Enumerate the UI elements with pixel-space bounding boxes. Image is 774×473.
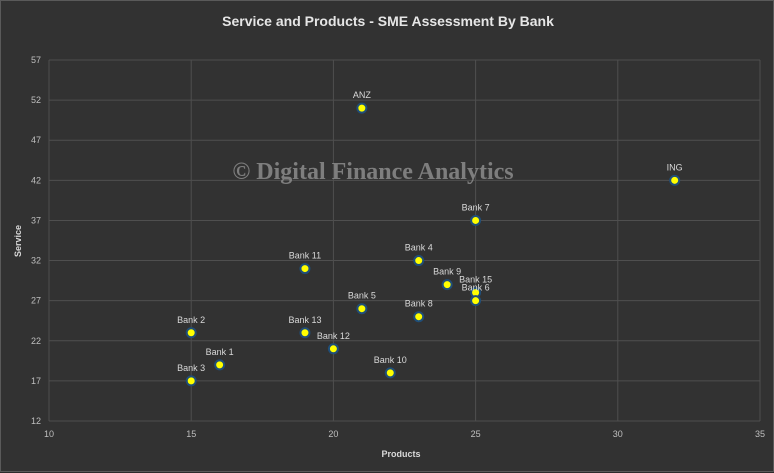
point-label: Bank 4 [405,243,433,253]
y-tick-label: 22 [31,336,41,346]
point-marker [185,375,197,387]
point-marker [214,359,226,371]
point-label: Bank 3 [177,363,205,373]
x-tick-label: 15 [186,429,196,439]
point-marker [470,295,482,307]
data-point: Bank 9 [433,267,461,291]
point-label: Bank 5 [348,291,376,301]
data-point: Bank 13 [288,315,321,339]
y-tick-label: 27 [31,296,41,306]
data-point: Bank 1 [206,347,234,371]
point-label: Bank 11 [289,251,321,261]
y-tick-label: 42 [31,175,41,185]
point-marker [413,311,425,323]
data-point: Bank 8 [405,299,433,323]
data-point: Bank 11 [289,251,321,275]
point-marker [327,343,339,355]
grid-lines [48,59,761,422]
point-label: ANZ [353,90,372,100]
point-marker [470,214,482,226]
data-point: Bank 5 [348,291,376,315]
y-tick-label: 57 [31,55,41,65]
point-label: Bank 7 [462,202,490,212]
data-point: Bank 10 [374,355,407,379]
data-point: Bank 4 [405,243,433,267]
point-marker [185,327,197,339]
point-label: ING [667,162,683,172]
y-tick-label: 12 [31,416,41,426]
point-label: Bank 10 [374,355,407,365]
point-label: Bank 8 [405,299,433,309]
x-tick-label: 30 [613,429,623,439]
x-tick-label: 35 [755,429,765,439]
y-axis-ticks: 12 17 22 27 32 37 42 47 52 57 [31,55,41,426]
data-point: Bank 6 [462,283,490,307]
point-label: Bank 12 [317,331,350,341]
point-marker [356,102,368,114]
point-label: Bank 9 [433,267,461,277]
x-tick-label: 10 [44,429,54,439]
point-label: Bank 1 [206,347,234,357]
x-axis-label: Products [381,449,420,459]
data-point: Bank 7 [462,202,490,226]
point-label: Bank 15 [459,275,492,285]
point-label: Bank 6 [462,283,490,293]
point-marker [669,174,681,186]
point-marker [413,255,425,267]
y-tick-label: 37 [31,215,41,225]
data-point: Bank 2 [177,315,205,339]
point-marker [299,327,311,339]
point-marker [441,279,453,291]
watermark-text: © Digital Finance Analytics [232,159,513,185]
point-marker [299,263,311,275]
data-point: Bank 3 [177,363,205,387]
y-tick-label: 52 [31,95,41,105]
x-tick-label: 20 [328,429,338,439]
point-label: Bank 2 [177,315,205,325]
y-axis-label: Service [13,225,23,257]
x-axis-ticks: 10 15 20 25 30 35 [44,429,765,439]
y-tick-label: 17 [31,376,41,386]
x-tick-label: 25 [471,429,481,439]
y-tick-label: 47 [31,135,41,145]
data-point: ANZ [353,90,372,114]
y-tick-label: 32 [31,256,41,266]
data-point: ING [667,162,683,186]
data-point: Bank 12 [317,331,350,355]
chart-title: Service and Products - SME Assessment By… [222,13,554,29]
point-marker [356,303,368,315]
point-marker [384,367,396,379]
point-label: Bank 13 [288,315,321,325]
